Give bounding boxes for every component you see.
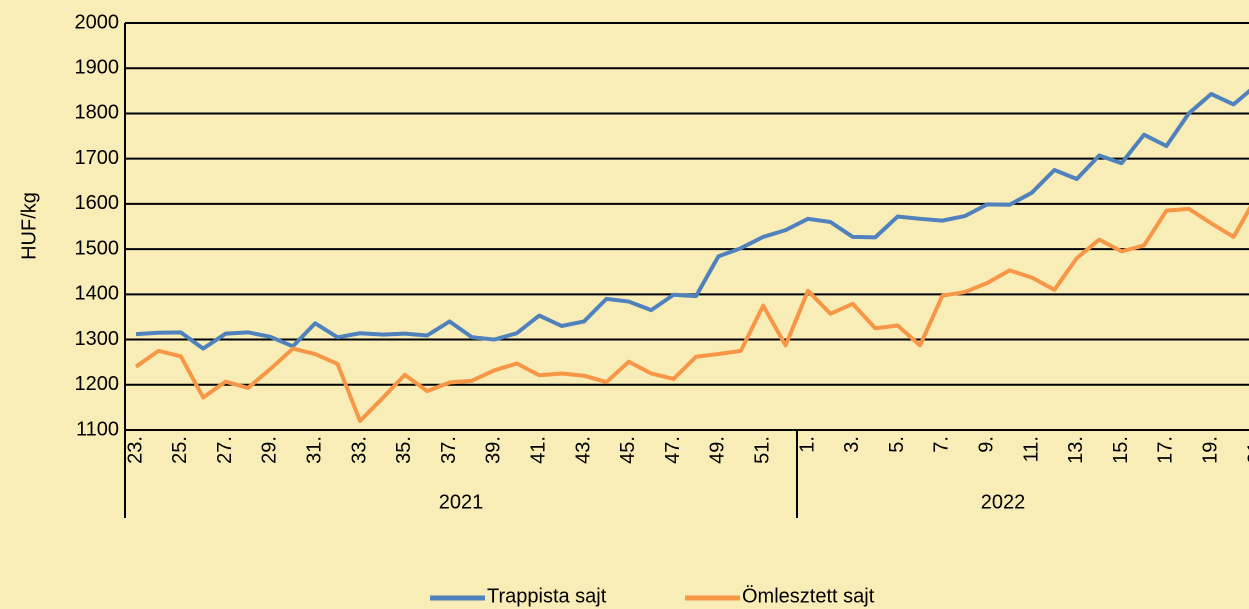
x-tick-label: 43. — [572, 436, 594, 464]
x-tick-label: 49. — [707, 436, 729, 464]
x-tick-label: 1. — [796, 436, 818, 453]
x-tick-label: 37. — [438, 436, 460, 464]
y-axis-label: HUF/kg — [18, 192, 40, 260]
y-tick-label: 1700 — [75, 147, 120, 169]
y-tick-label: 1200 — [75, 373, 120, 395]
series-line — [135, 88, 1249, 351]
x-tick-label: 45. — [617, 436, 639, 464]
x-tick-label: 31. — [303, 436, 325, 464]
x-tick-label: 3. — [841, 436, 863, 453]
legend-label: Ömlesztett sajt — [742, 585, 875, 607]
x-tick-label: 27. — [214, 436, 236, 464]
x-tick-label: 15. — [1110, 436, 1132, 464]
y-tick-label: 1600 — [75, 192, 120, 214]
x-tick-label: 7. — [931, 436, 953, 453]
x-tick-label: 9. — [975, 436, 997, 453]
y-tick-label: 1800 — [75, 102, 120, 124]
x-tick-label: 13. — [1065, 436, 1087, 464]
x-tick-label: 39. — [483, 436, 505, 464]
x-tick-label: 41. — [527, 436, 549, 464]
x-tick-label: 21. — [1244, 436, 1249, 464]
y-tick-label: 1300 — [75, 328, 120, 350]
x-tick-label: 11. — [1020, 436, 1042, 462]
y-tick-label: 1900 — [75, 57, 120, 79]
x-group-label: 2022 — [981, 491, 1026, 513]
x-tick-label: 29. — [259, 436, 281, 464]
x-tick-label: 23. — [124, 436, 146, 464]
x-tick-label: 17. — [1155, 436, 1177, 464]
legend-label: Trappista sajt — [487, 585, 607, 607]
x-tick-label: 51. — [751, 436, 773, 464]
x-tick-label: 47. — [662, 436, 684, 464]
x-tick-label: 35. — [393, 436, 415, 464]
x-tick-label: 19. — [1199, 436, 1221, 464]
series-line — [134, 205, 1249, 423]
y-tick-label: 2000 — [75, 11, 120, 33]
y-tick-label: 1400 — [75, 283, 120, 305]
y-tick-label: 1500 — [75, 237, 120, 259]
x-group-label: 2021 — [439, 491, 484, 513]
x-tick-label: 25. — [169, 436, 191, 464]
y-tick-label: 1100 — [76, 418, 119, 440]
x-tick-label: 33. — [348, 436, 370, 464]
x-tick-label: 5. — [886, 436, 908, 453]
